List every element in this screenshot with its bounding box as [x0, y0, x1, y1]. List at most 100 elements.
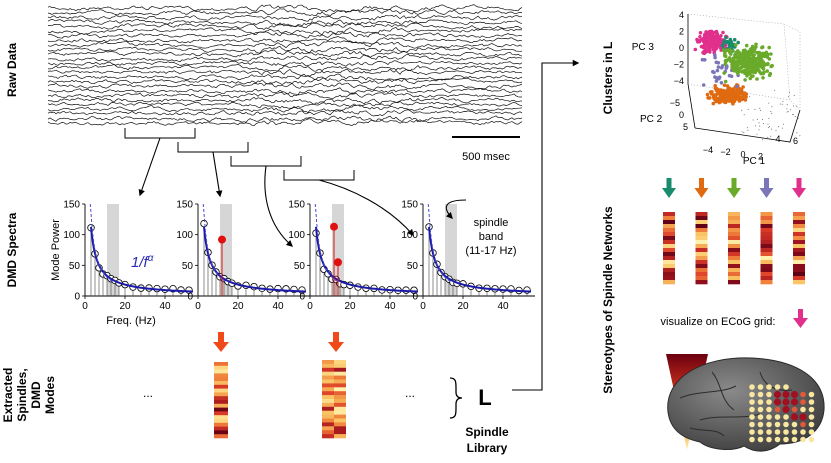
ecog-electrode: [783, 421, 789, 428]
mode-cell: [728, 256, 740, 261]
window-bracket: [283, 170, 355, 181]
mode-cell: [793, 220, 805, 225]
pca-point: [719, 95, 724, 99]
pc3-tick: 2: [679, 27, 684, 37]
powerlaw-fit: [90, 226, 194, 293]
pca-point: [715, 68, 720, 73]
mode-cell: [334, 402, 346, 408]
mode-cell: [214, 419, 228, 424]
mode-cell: [793, 272, 805, 277]
pca-dot: [777, 126, 779, 128]
mode-cell: [663, 256, 675, 261]
ecog-electrode: [783, 429, 789, 435]
pca-point: [766, 61, 770, 66]
mode-cell: [663, 224, 675, 229]
pca-dot: [762, 139, 764, 141]
pca-point: [708, 50, 712, 54]
ecog-electrode: [766, 436, 772, 443]
mode-cell: [695, 244, 708, 249]
window-arrow: [212, 151, 223, 198]
powerlaw-base: 1/f: [131, 254, 150, 271]
pc1-tick: 0: [740, 149, 745, 159]
cluster-arrow: [759, 178, 774, 198]
mode-cell: [322, 402, 334, 408]
spindle-band: [220, 204, 232, 296]
pca-dot: [756, 133, 758, 135]
mode-cell: [663, 216, 675, 221]
eeg-trace: [47, 118, 523, 127]
spectrum-panel: 0 50 100 150 0 20 40: [288, 200, 422, 312]
mode-cell: [760, 272, 773, 277]
pca-point: [757, 63, 762, 67]
mode-cell: [793, 248, 805, 253]
mode-cell: [334, 371, 346, 376]
mode-cell: [334, 387, 346, 392]
ecog-electrode: [773, 398, 782, 406]
pca-point: [712, 48, 717, 53]
pca-dot: [793, 95, 795, 96]
pca-dot: [742, 99, 744, 101]
powerlaw-fit-dashed: [314, 203, 338, 283]
pca-point: [758, 52, 763, 56]
mode-cell: [663, 220, 675, 225]
mode-cell: [728, 264, 740, 269]
ecog-electrode: [749, 406, 755, 413]
y-tick-label: 100: [288, 230, 305, 241]
pca-point: [721, 30, 725, 35]
eeg-trace: [47, 77, 523, 85]
mode-cell: [760, 260, 773, 265]
brain-sulcus: [679, 385, 737, 399]
mode-cell: [663, 212, 675, 217]
mode-cell: [663, 248, 675, 253]
spectrum-panel: 0 50 100 150 0 20 40 Mode Power Freq. (Hz): [50, 200, 197, 327]
pca-point: [765, 69, 769, 73]
y-tick-label: 100: [176, 230, 193, 241]
pc3-tick: −2: [674, 60, 684, 70]
pca-dot: [749, 96, 751, 98]
pca-dot: [793, 105, 794, 107]
cluster-arrow: [694, 178, 709, 198]
pca-point: [731, 102, 735, 106]
mode-cell: [695, 248, 708, 253]
ecog-electrode: [791, 436, 798, 443]
pca-dot: [759, 107, 761, 109]
mode-cell: [695, 236, 708, 241]
ecog-electrode: [757, 406, 764, 413]
pca-point: [747, 64, 751, 69]
ecog-electrode: [800, 436, 806, 443]
pca-point: [751, 54, 756, 59]
mode-cell: [322, 418, 334, 423]
mode-cell: [214, 407, 228, 412]
pc3-tick: 4: [679, 10, 684, 20]
pca-point: [737, 94, 741, 98]
pca-point: [743, 98, 748, 102]
pca-point: [736, 71, 740, 76]
pca-point: [738, 66, 743, 70]
library-brace: [449, 377, 463, 419]
pca-point: [705, 92, 710, 97]
pca-dot: [796, 105, 798, 107]
mode-cell: [334, 360, 346, 365]
ecog-electrode: [783, 436, 789, 443]
pca-point: [711, 101, 716, 106]
eeg-trace: [47, 8, 522, 17]
pca-dot: [741, 131, 743, 133]
pc1-tick: 4: [775, 134, 780, 144]
pca-point: [754, 42, 758, 47]
ecog-electrode: [749, 421, 755, 428]
ecog-electrode: [749, 384, 755, 390]
pca-dot: [783, 123, 784, 125]
pca-dot: [786, 111, 788, 113]
pca-point: [703, 50, 707, 55]
ecog-electrode: [782, 390, 790, 399]
ecog-electrode: [782, 398, 790, 406]
eeg-trace: [47, 91, 522, 100]
ecog-electrode: [749, 429, 755, 435]
ecog-electrode: [782, 405, 790, 414]
mode-cell: [695, 216, 708, 221]
pca-dot: [754, 136, 756, 138]
ecog-electrode: [757, 384, 764, 390]
pca-point: [768, 71, 773, 76]
pca-dot: [747, 129, 749, 131]
ecog-electrode: [791, 421, 798, 428]
